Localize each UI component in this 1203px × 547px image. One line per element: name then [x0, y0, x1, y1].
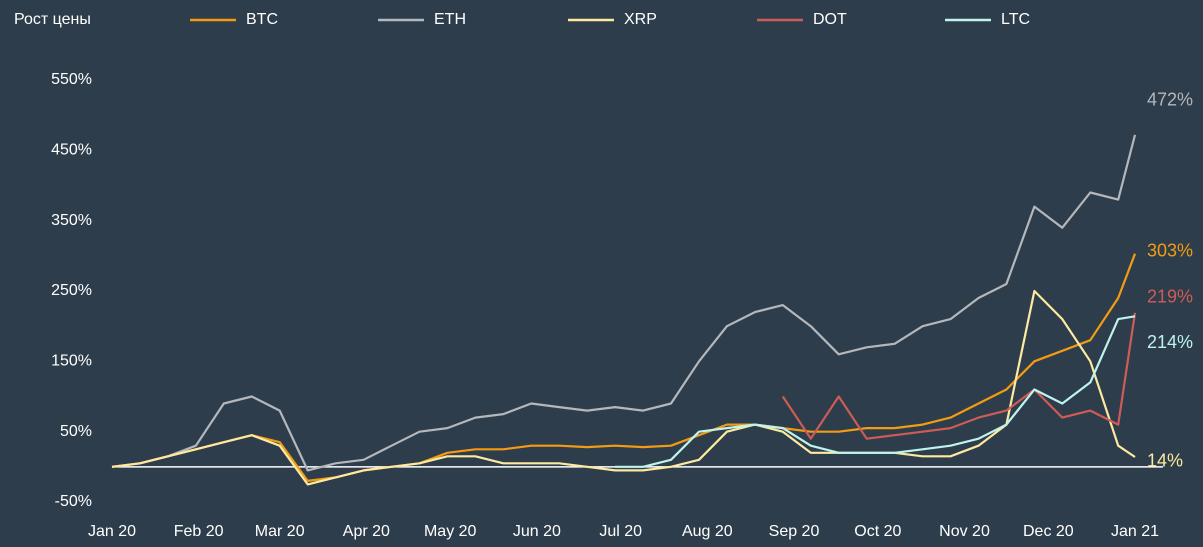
legend-label: XRP: [624, 11, 657, 28]
x-tick-label: Sep 20: [769, 523, 820, 540]
y-tick-label: 50%: [60, 423, 92, 440]
legend-label: BTC: [246, 11, 278, 28]
x-tick-label: Jan 20: [88, 523, 136, 540]
series-line: [615, 315, 1136, 468]
x-tick-label: Jun 20: [513, 523, 561, 540]
series-line: [111, 253, 1137, 482]
end-label: 303%: [1147, 240, 1193, 260]
y-tick-label: 550%: [51, 71, 92, 88]
x-tick-label: Apr 20: [343, 523, 390, 540]
x-tick-label: Mar 20: [255, 523, 305, 540]
series-line: [781, 312, 1137, 440]
x-tick-label: Feb 20: [174, 523, 224, 540]
x-tick-label: Jul 20: [599, 523, 642, 540]
end-label: 214%: [1147, 332, 1193, 352]
chart-title: Рост цены: [14, 11, 91, 28]
x-tick-label: Nov 20: [939, 523, 990, 540]
y-tick-label: 350%: [51, 212, 92, 229]
legend-label: DOT: [813, 11, 847, 28]
y-tick-label: -50%: [55, 493, 92, 510]
legend-label: LTC: [1001, 11, 1030, 28]
legend-label: ETH: [434, 11, 466, 28]
x-tick-label: Oct 20: [854, 523, 901, 540]
y-tick-label: 150%: [51, 353, 92, 370]
end-label: 219%: [1147, 287, 1193, 307]
series-line: [111, 134, 1137, 472]
x-tick-label: Aug 20: [682, 523, 733, 540]
y-tick-label: 250%: [51, 282, 92, 299]
end-label: 14%: [1147, 451, 1183, 471]
end-label: 472%: [1147, 90, 1193, 110]
x-tick-label: May 20: [424, 523, 477, 540]
x-tick-label: Dec 20: [1023, 523, 1074, 540]
x-tick-label: Jan 21: [1111, 523, 1159, 540]
series-line: [111, 289, 1136, 486]
y-tick-label: 450%: [51, 142, 92, 159]
